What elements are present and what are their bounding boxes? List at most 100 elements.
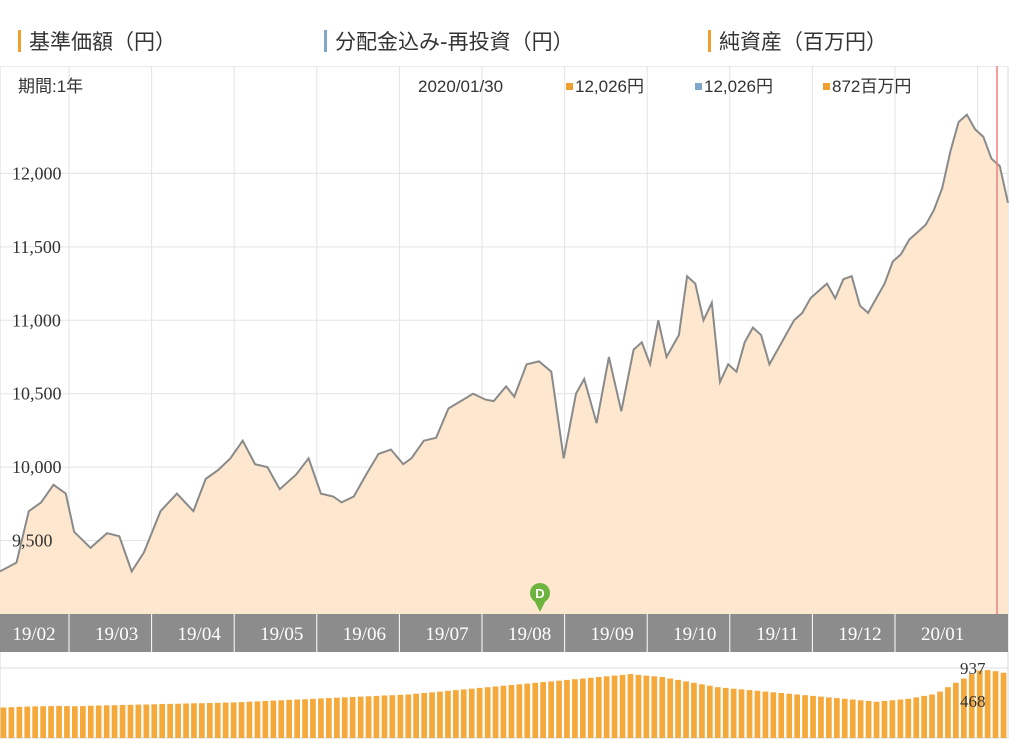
volume-bar [349,697,356,738]
volume-bar [564,679,570,738]
volume-bar [246,701,253,738]
volume-bar [460,689,467,738]
volume-bar [207,703,213,738]
volume-bar [254,701,261,738]
volume-bar [897,699,904,738]
dividend-marker-pin [535,602,545,612]
legend-label-assets: 純資産（百万円） [719,30,887,54]
volume-bar [318,698,324,738]
volume-bar [87,705,94,738]
volume-bar [722,687,729,738]
volume-bar [508,685,515,738]
x-tick-label: 19/07 [425,624,468,645]
volume-bar [56,705,62,738]
volume-bar [429,692,435,738]
volume-bar [984,670,991,738]
volume-bar [143,704,150,738]
volume-bar [445,690,451,738]
volume-bar [611,675,618,738]
volume-bar [357,696,364,738]
volume-bar [834,698,840,738]
volume-bar [770,692,777,738]
volume-bar [103,705,110,738]
x-tick-label: 19/11 [756,624,799,645]
volume-bar [111,705,118,738]
dividend-marker[interactable]: D [530,583,550,612]
volume-bar [968,674,975,738]
volume-bar [167,703,173,738]
legend-swatch-nav [18,30,21,52]
assets-value: 872百万円 [832,77,911,96]
reinvest-value: 12,026円 [704,77,773,96]
volume-bar [643,675,650,738]
volume-bar [603,676,610,738]
y-tick-label: 11,500 [12,237,61,257]
legend-swatch-assets [708,30,711,52]
volume-bar [8,707,15,738]
volume-bar [786,693,793,738]
volume-bar [64,706,70,738]
volume-bar [841,698,848,738]
volume-bar [492,686,499,738]
volume-bar [826,697,832,738]
legend-label-nav: 基準価額（円） [29,30,176,54]
volume-bar [262,701,269,738]
volume-bar [540,682,546,738]
volume-bar [365,696,372,738]
volume-bar [659,677,666,738]
volume-bar [334,697,340,738]
x-tick-label: 19/06 [343,624,386,645]
volume-bar [905,698,912,738]
volume-bar [627,674,634,738]
volume-bar [191,703,197,738]
volume-bar [524,683,531,738]
volume-bar [675,679,681,738]
nav-chart[interactable]: 9,500 10,000 10,500 11,000 11,500 12,000 期間:1… [0,66,1024,744]
volume-bar [548,681,554,738]
y-tick-label: 10,000 [12,457,62,477]
dividend-marker-label: D [535,586,544,601]
volume-bar [532,682,539,738]
x-tick-label: 19/05 [260,624,303,645]
volume-bar [857,700,864,738]
volume-bar [397,694,404,738]
volume-bar [889,700,896,738]
volume-bar [183,703,189,738]
y-tick-label: 11,000 [12,310,61,330]
dividend-marker-circle [530,583,550,603]
legend-item-reinvest: 分配金込み-再投資（円） [324,26,574,56]
nav-value-swatch [566,83,573,90]
volume-bar [802,695,808,738]
volume-bar [937,691,943,738]
volume-bar [381,695,388,738]
volume-bars [0,670,1007,738]
y-axis-ticks: 9,500 10,000 10,500 11,000 11,500 12,000 [12,163,62,550]
chart-legend: 基準価額（円） 分配金込み-再投資（円） 純資産（百万円） [0,0,1024,66]
volume-bar [961,678,967,738]
volume-bar [16,706,23,738]
volume-bar [127,704,134,738]
volume-bar [945,687,951,738]
volume-bar [849,699,856,738]
x-tick-label: 19/10 [673,624,716,645]
volume-bar [683,681,689,738]
volume-bar [595,677,602,738]
volume-bar [699,684,705,738]
x-tick-label: 19/12 [838,624,881,645]
legend-item-assets: 純資産（百万円） [708,26,887,56]
volume-bar [175,703,181,738]
volume-bar [270,700,277,738]
x-tick-label: 19/09 [591,624,634,645]
volume-bar [326,698,332,738]
volume-bar [286,699,292,738]
volume-bar [230,702,237,738]
volume-bar [373,695,380,738]
x-tick-label: 19/08 [508,624,551,645]
volume-bar [976,670,983,738]
x-tick-label: 19/02 [12,624,55,645]
volume-bar [707,685,713,738]
volume-bar [516,684,523,738]
volume-bar [48,706,54,738]
volume-bar [278,700,285,738]
volume-bar [32,706,38,738]
